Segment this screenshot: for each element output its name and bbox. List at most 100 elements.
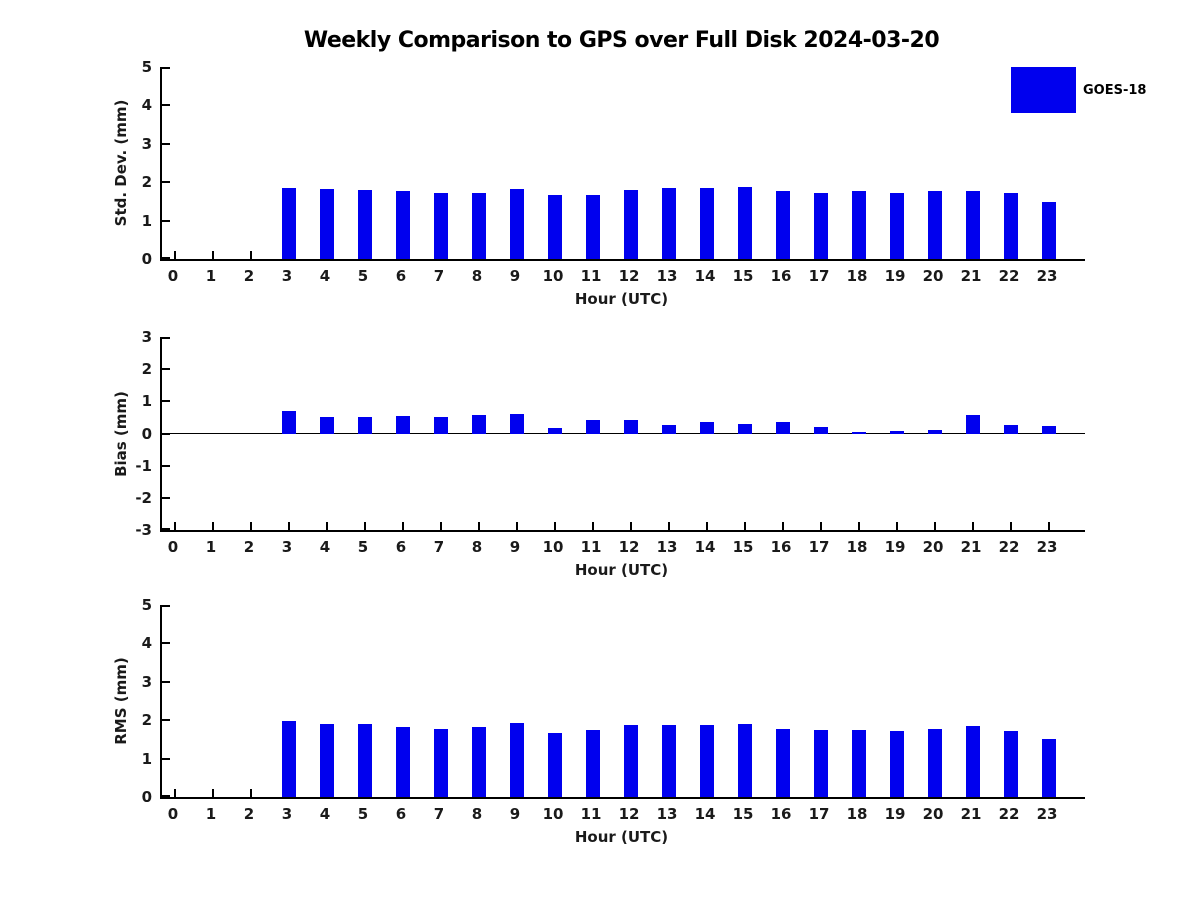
bar (434, 417, 448, 434)
x-tick-label: 0 (167, 805, 179, 823)
x-tick-label: 18 (846, 267, 868, 285)
x-tick-label: 7 (433, 267, 445, 285)
y-tick (162, 142, 170, 145)
x-tick (592, 522, 594, 530)
x-tick (212, 251, 214, 259)
bar (624, 724, 638, 797)
bar (966, 414, 980, 434)
bar (586, 419, 600, 434)
y-tick-label: 3 (141, 134, 152, 153)
x-tick (174, 251, 176, 259)
y-tick-label: 3 (141, 328, 152, 346)
bar (814, 192, 828, 259)
x-tick-label: 6 (395, 805, 407, 823)
bar (814, 426, 828, 434)
x-tick-label: 7 (433, 538, 445, 556)
y-tick-label: 2 (141, 173, 152, 192)
bar (662, 424, 676, 434)
x-tick-label: 9 (509, 538, 521, 556)
bar (662, 187, 676, 259)
x-tick (858, 522, 860, 530)
bar (1042, 426, 1056, 434)
bar (776, 728, 790, 797)
x-tick-label: 14 (694, 538, 716, 556)
x-tick-label: 8 (471, 538, 483, 556)
bar (358, 417, 372, 434)
x-tick-label: 21 (960, 267, 982, 285)
bar (738, 423, 752, 434)
bar (1004, 424, 1018, 434)
bar (814, 729, 828, 797)
y-axis-label: Bias (mm) (112, 390, 130, 477)
x-tick-label: 4 (319, 538, 331, 556)
x-tick-label: 10 (542, 538, 564, 556)
x-tick-label: 1 (205, 267, 217, 285)
x-tick-label: 17 (808, 538, 830, 556)
x-tick (820, 522, 822, 530)
x-tick-label: 17 (808, 805, 830, 823)
x-tick-label: 13 (656, 805, 678, 823)
x-tick-label: 16 (770, 267, 792, 285)
x-tick-label: 18 (846, 805, 868, 823)
y-tick-label: 5 (141, 596, 152, 614)
y-tick (162, 795, 170, 797)
x-tick-label: 20 (922, 805, 944, 823)
x-axis-label: Hour (UTC) (574, 561, 669, 579)
x-tick-label: 13 (656, 538, 678, 556)
bar (776, 191, 790, 259)
bar (1042, 739, 1056, 797)
bar (1004, 193, 1018, 259)
x-tick-label: 5 (357, 805, 369, 823)
bar (472, 193, 486, 259)
bar (928, 191, 942, 259)
x-tick-label: 12 (618, 267, 640, 285)
bar (738, 186, 752, 259)
x-tick-label: 8 (471, 267, 483, 285)
x-tick-label: 11 (580, 805, 602, 823)
y-tick (162, 642, 170, 645)
x-tick-label: 3 (281, 805, 293, 823)
x-tick-label: 13 (656, 267, 678, 285)
bar (890, 730, 904, 797)
x-tick-label: 6 (395, 538, 407, 556)
bar (738, 723, 752, 797)
x-tick-label: 12 (618, 805, 640, 823)
bar (510, 188, 524, 259)
x-tick-label: 16 (770, 805, 792, 823)
x-axis-label: Hour (UTC) (574, 290, 669, 308)
x-tick (212, 789, 214, 797)
x-tick (212, 522, 214, 530)
x-tick (250, 789, 252, 797)
x-tick (250, 251, 252, 259)
y-tick (162, 104, 170, 107)
x-tick-label: 10 (542, 267, 564, 285)
x-tick-label: 4 (319, 267, 331, 285)
y-tick (162, 67, 170, 69)
bar (966, 191, 980, 259)
y-tick (162, 680, 170, 683)
bar (928, 429, 942, 434)
bar (396, 191, 410, 259)
bar (700, 724, 714, 797)
y-tick (162, 757, 170, 760)
y-tick-label: 0 (141, 424, 152, 443)
y-tick (162, 400, 170, 403)
x-tick-label: 23 (1036, 538, 1058, 556)
x-tick-label: 19 (884, 805, 906, 823)
bar (510, 413, 524, 434)
bar (966, 725, 980, 797)
bar (548, 732, 562, 797)
bar (472, 415, 486, 434)
y-tick-label: 1 (141, 749, 152, 768)
bar (434, 193, 448, 259)
x-tick-label: 12 (618, 538, 640, 556)
x-tick-label: 9 (509, 805, 521, 823)
bar (472, 727, 486, 797)
y-tick-label: 4 (141, 96, 152, 115)
bar (396, 415, 410, 434)
x-tick (554, 522, 556, 530)
x-tick-label: 23 (1036, 267, 1058, 285)
x-tick-label: 4 (319, 805, 331, 823)
x-tick-label: 10 (542, 805, 564, 823)
x-tick-label: 0 (167, 538, 179, 556)
